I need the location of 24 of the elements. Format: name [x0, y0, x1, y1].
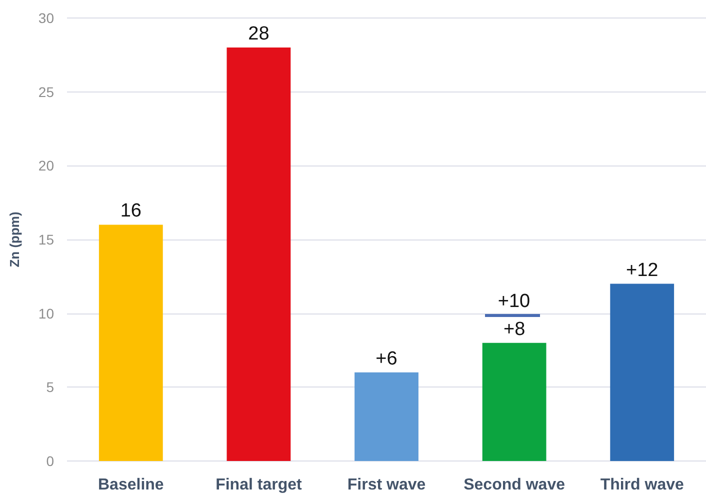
data-label: +6 — [376, 348, 398, 370]
x-tick-label: Second wave — [464, 476, 566, 494]
x-tick-label: Final target — [216, 476, 302, 494]
annotation: +10 — [498, 291, 530, 312]
y-tick-label: 10 — [38, 305, 54, 322]
bar — [354, 372, 418, 461]
x-tick-label: First wave — [347, 476, 426, 494]
bar — [610, 284, 674, 461]
y-tick-label: 0 — [46, 453, 54, 469]
y-tick-label: 15 — [38, 232, 54, 248]
data-label: 16 — [120, 200, 142, 222]
data-label: +12 — [626, 260, 658, 281]
y-tick-label: 25 — [38, 84, 54, 100]
y-tick-label: 30 — [38, 10, 54, 26]
bar — [98, 224, 163, 461]
bar — [226, 48, 291, 461]
y-tick-label: 5 — [46, 379, 54, 396]
x-tick-label: Baseline — [98, 476, 164, 494]
bar — [482, 342, 546, 461]
data-label: 28 — [248, 24, 270, 45]
data-label: +8 — [503, 318, 526, 340]
y-tick-label: 20 — [38, 158, 54, 174]
x-tick-label: Third wave — [600, 476, 684, 494]
y-axis-title: Zn (ppm) — [7, 212, 22, 268]
